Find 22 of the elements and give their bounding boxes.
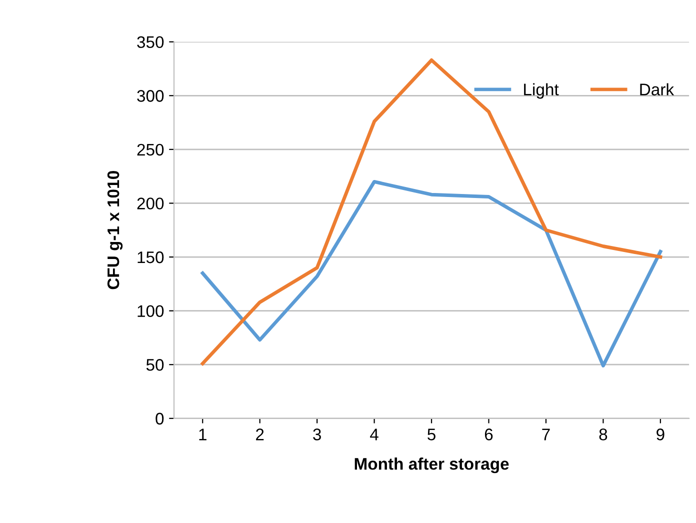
- y-tick-label: 200: [137, 198, 164, 210]
- y-tick-label: 300: [137, 90, 164, 102]
- legend-label: Dark: [640, 83, 674, 96]
- x-tick-label: 9: [656, 428, 664, 440]
- x-tick-label: 8: [599, 428, 608, 440]
- y-tick-label: 0: [156, 412, 164, 425]
- x-tick-label: 2: [256, 428, 264, 440]
- x-tick-label: 3: [313, 428, 321, 440]
- y-tick-label: 100: [138, 305, 164, 318]
- y-axis-title: CFU g-1 x 1010: [107, 171, 123, 290]
- x-tick-label: 5: [428, 428, 436, 440]
- x-axis-title: Month after storage: [354, 458, 509, 474]
- y-tick-label: 350: [137, 36, 164, 48]
- x-tick-label: 1: [199, 428, 206, 440]
- line-series: [200, 180, 662, 368]
- x-tick-label: 6: [484, 428, 493, 440]
- x-tick-label: 7: [542, 428, 550, 440]
- x-tick-label: 4: [370, 428, 378, 440]
- y-tick-label: 50: [146, 359, 164, 371]
- y-tick-label: 150: [138, 251, 164, 264]
- legend-label: Light: [524, 83, 559, 99]
- y-tick-label: 250: [137, 144, 164, 156]
